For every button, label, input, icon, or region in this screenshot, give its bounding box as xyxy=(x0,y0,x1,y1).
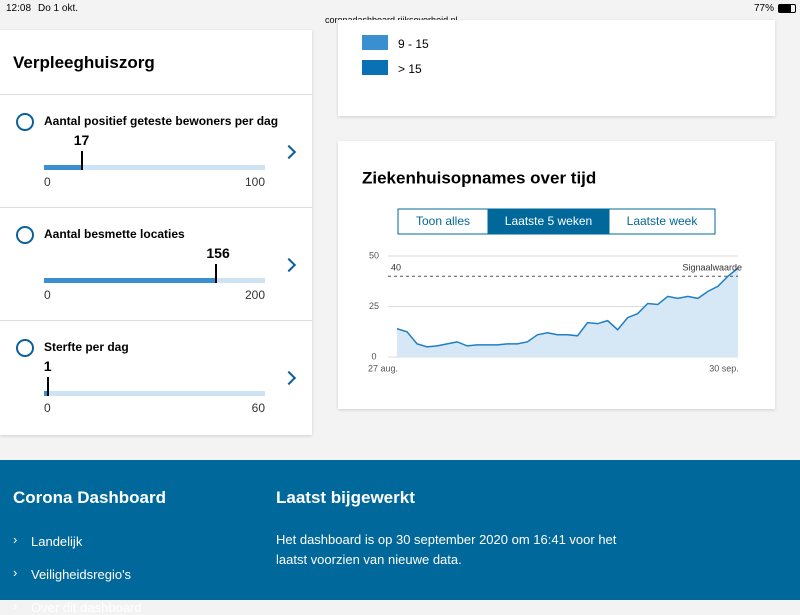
footer-link[interactable]: Veiligheidsregio's xyxy=(31,567,132,582)
link-chevron: › xyxy=(13,565,18,580)
bar-fill xyxy=(44,165,82,170)
bar-marker xyxy=(80,151,83,170)
chevron[interactable] xyxy=(281,144,297,160)
date: Do 1 okt. xyxy=(38,3,79,14)
tab-label[interactable]: Laatste 5 weken xyxy=(505,214,592,228)
time: 12:08 xyxy=(6,3,32,14)
max-label: 200 xyxy=(244,288,265,302)
metric-label: Sterfte per dag xyxy=(44,340,129,354)
x-tick-label: 30 sep. xyxy=(709,363,739,373)
battery: 77% xyxy=(754,3,775,14)
min-label: 0 xyxy=(44,175,51,189)
metric-label: Aantal besmette locaties xyxy=(44,227,185,241)
link-chevron: › xyxy=(13,598,18,613)
metric-value: 17 xyxy=(73,132,90,148)
page: 12:08 Do 1 okt. coronadashboard.rijksove… xyxy=(0,3,800,615)
updated-text: Het dashboard is op 30 september 2020 om… xyxy=(276,532,617,567)
bar-marker xyxy=(215,264,218,283)
legend-swatch xyxy=(362,60,388,75)
footer: Corona Dashboard Laatst bijgewerkt Het d… xyxy=(0,460,800,615)
chart-title: Ziekenhuisopnames over tijd xyxy=(362,168,596,187)
battery-icon xyxy=(778,4,796,13)
link-chevron: › xyxy=(13,532,18,547)
tab-label[interactable]: Toon alles xyxy=(416,214,470,228)
panel-title: Verpleeghuiszorg xyxy=(13,53,155,72)
tab[interactable] xyxy=(397,208,489,235)
footer-link[interactable]: Landelijk xyxy=(31,534,83,549)
legend-card: 9 - 15 > 15 xyxy=(338,20,775,116)
bar-fill xyxy=(44,278,217,283)
chevron[interactable] xyxy=(281,257,297,273)
tab[interactable] xyxy=(487,208,610,235)
tab[interactable] xyxy=(608,208,716,235)
threshold-label: Signaalwaarde xyxy=(682,263,742,273)
y-tick-label: 0 xyxy=(371,351,376,361)
threshold-value: 40 xyxy=(391,263,401,273)
updated-title: Laatst bijgewerkt xyxy=(276,488,415,507)
footer-title: Corona Dashboard xyxy=(13,488,167,507)
y-tick-label: 25 xyxy=(369,301,379,311)
bar-track xyxy=(44,391,265,396)
tab-label[interactable]: Laatste week xyxy=(627,214,699,228)
max-label: 100 xyxy=(244,175,265,189)
max-label: 60 xyxy=(251,401,265,415)
legend-label: 9 - 15 xyxy=(398,37,429,51)
metric-value: 1 xyxy=(43,358,52,374)
metric-value: 156 xyxy=(206,245,230,261)
bar-track xyxy=(44,165,265,170)
divider xyxy=(0,94,312,95)
legend-swatch xyxy=(362,35,388,50)
metric-icon xyxy=(16,113,34,131)
divider xyxy=(0,320,312,321)
bar-fill xyxy=(44,391,48,396)
chart: Ziekenhuisopnames over tijd Toon alles La… xyxy=(362,168,742,373)
chevron[interactable] xyxy=(281,370,297,386)
min-label: 0 xyxy=(44,288,51,302)
area xyxy=(397,268,738,357)
metric-label: Aantal positief geteste bewoners per dag xyxy=(44,114,279,128)
y-tick-label: 50 xyxy=(369,250,379,260)
footer-link[interactable]: Over dit dashboard xyxy=(31,600,142,615)
bar-marker xyxy=(46,377,49,396)
divider xyxy=(0,207,312,208)
metric-icon xyxy=(16,226,34,244)
x-tick-label: 27 aug. xyxy=(368,363,398,373)
chart-card: Ziekenhuisopnames over tijd Toon alles La… xyxy=(338,141,775,409)
line xyxy=(396,267,739,348)
nursing-panel: Verpleeghuiszorg Aantal positief geteste… xyxy=(0,30,312,435)
metric-icon xyxy=(16,339,34,357)
min-label: 0 xyxy=(44,401,51,415)
legend-label: > 15 xyxy=(398,62,422,76)
